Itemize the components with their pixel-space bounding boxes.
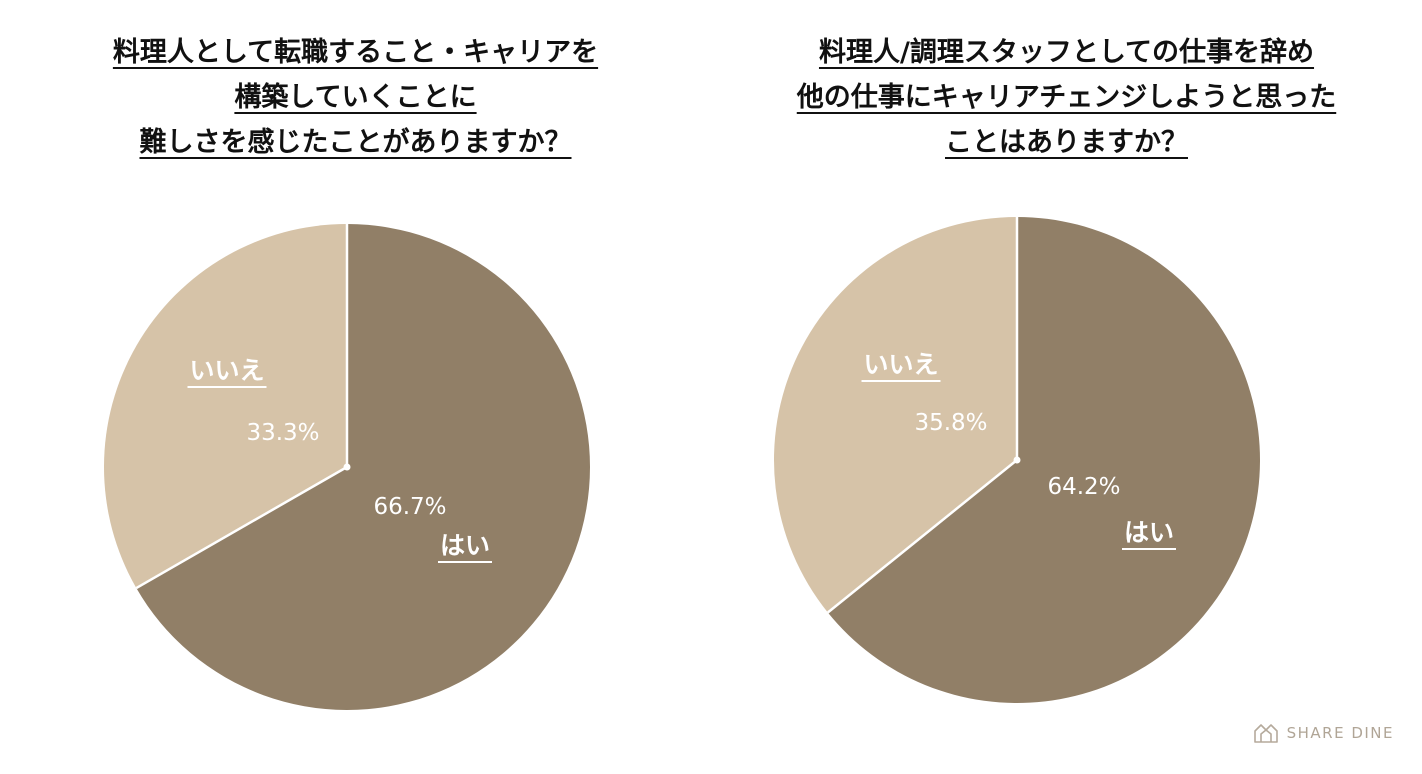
pie-center-dot [343, 463, 351, 471]
pie-slice-yes [136, 224, 590, 710]
slice-label-yes: はい [1124, 518, 1174, 547]
chart-panel-left: 料理人として転職すること・キャリアを 構築していくことに 難しさを感じたことがあ… [0, 30, 711, 710]
pie-slice-yes [827, 217, 1260, 703]
pie-slice-no [103, 224, 347, 589]
chart-title-right-line-2: 他の仕事にキャリアチェンジしようと思った [796, 82, 1337, 113]
chart-panel-right: 料理人/調理スタッフとしての仕事を辞め 他の仕事にキャリアチェンジしようと思った… [711, 0, 1422, 774]
chart-title-left-line-2: 構築していくことに [234, 82, 477, 113]
chart-title-right-line-3: ことはありますか？ [945, 127, 1188, 158]
slice-label-no: いいえ [189, 356, 264, 385]
slice-label-yes: はい [440, 531, 490, 560]
chart-title-right: 料理人/調理スタッフとしての仕事を辞め 他の仕事にキャリアチェンジしようと思った… [711, 30, 1422, 165]
chart-title-left: 料理人として転職すること・キャリアを 構築していくことに 難しさを感じたことがあ… [0, 30, 711, 165]
chart-title-left-line-3: 難しさを感じたことがありますか？ [139, 127, 572, 158]
slice-value-yes: 66.7% [373, 494, 446, 520]
slice-label-no: いいえ [863, 350, 938, 379]
brand-name: SHARE DINE [1286, 724, 1394, 742]
slice-divider [135, 465, 348, 590]
share-dine-logo-icon [1253, 724, 1278, 743]
brand-mark: SHARE DINE [1253, 722, 1394, 744]
pie-slice-no [773, 216, 1017, 613]
slice-value-no: 33.3% [246, 420, 319, 446]
chart-title-left-line-1: 料理人として転職すること・キャリアを [112, 37, 599, 68]
slice-value-no: 35.8% [914, 410, 987, 436]
chart-title-right-line-1: 料理人/調理スタッフとしての仕事を辞め [818, 37, 1315, 68]
slice-divider [827, 459, 1018, 614]
slice-value-yes: 64.2% [1047, 474, 1120, 500]
pie-center-dot [1013, 456, 1021, 464]
pie-chart-left: はい 66.7% いいえ 33.3% [103, 224, 590, 710]
